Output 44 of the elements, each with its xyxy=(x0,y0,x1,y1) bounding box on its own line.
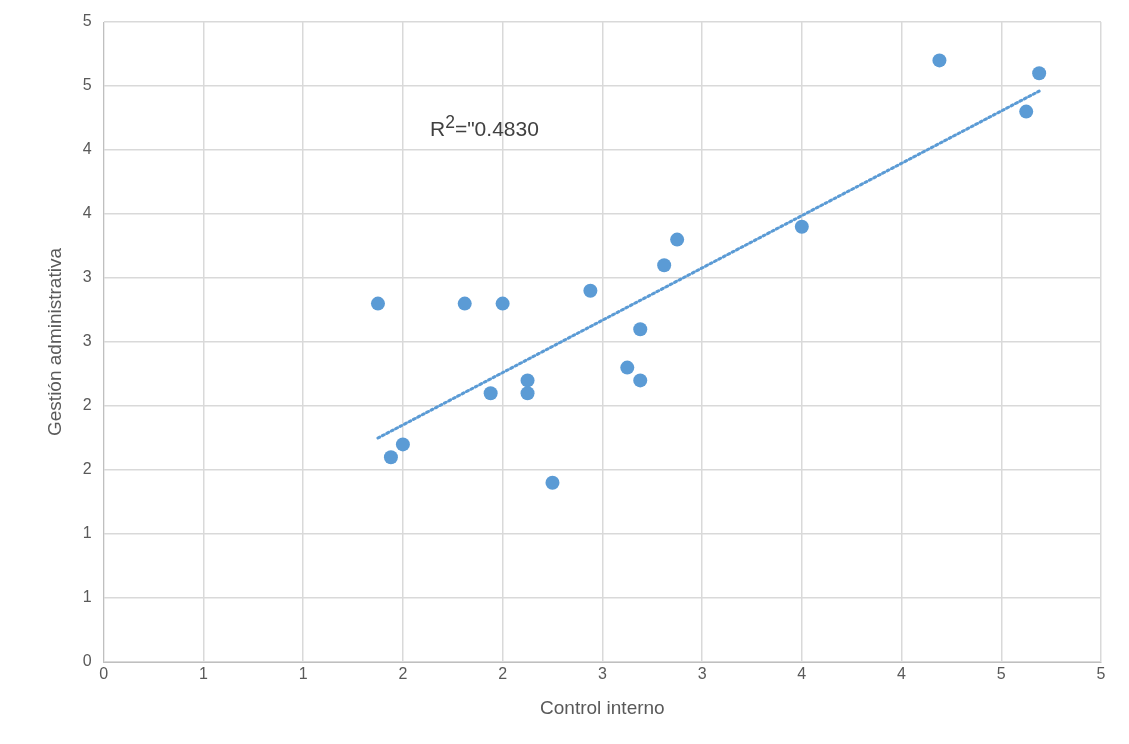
point xyxy=(545,475,560,490)
point xyxy=(620,360,635,375)
y-tick-label: 4 xyxy=(82,204,92,222)
y-tick-label: 2 xyxy=(82,460,92,478)
point xyxy=(583,283,598,298)
y-tick-label: 0 xyxy=(82,652,92,670)
y-tick-label: 3 xyxy=(82,268,92,286)
point xyxy=(1032,66,1047,81)
point xyxy=(633,373,648,388)
y-tick-label: 3 xyxy=(82,332,92,350)
point xyxy=(1019,104,1034,119)
x-tick-label: 5 xyxy=(996,665,1006,683)
y-axis-title: Gestión administrativa xyxy=(43,247,65,436)
x-tick-label: 4 xyxy=(897,665,907,683)
y-tick-label: 1 xyxy=(82,588,92,606)
x-tick-label: 1 xyxy=(298,665,308,683)
point xyxy=(483,386,498,401)
y-tick-label: 4 xyxy=(82,140,92,158)
y-tick-label: 5 xyxy=(82,12,92,30)
point xyxy=(520,373,535,388)
y-tick-label: 5 xyxy=(82,76,92,94)
point xyxy=(457,296,472,311)
point xyxy=(657,258,672,273)
point xyxy=(383,450,398,465)
x-axis-title: Control interno xyxy=(540,696,665,718)
point xyxy=(520,386,535,401)
x-tick-label: 5 xyxy=(1096,665,1106,683)
x-tick-label: 4 xyxy=(797,665,807,683)
x-tick-label: 2 xyxy=(498,665,508,683)
point xyxy=(932,53,947,68)
y-tick-label: 2 xyxy=(82,396,92,414)
x-tick-label: 2 xyxy=(398,665,408,683)
x-tick-label: 0 xyxy=(99,665,109,683)
point xyxy=(370,296,385,311)
point xyxy=(670,232,685,247)
point xyxy=(495,296,510,311)
y-tick-label: 1 xyxy=(82,524,92,542)
point xyxy=(633,322,648,337)
x-tick-label: 1 xyxy=(198,665,208,683)
point xyxy=(395,437,410,452)
annotation: R$^{2}$="0.4830 xyxy=(430,112,539,141)
x-tick-label: 3 xyxy=(697,665,707,683)
x-tick-label: 3 xyxy=(597,665,607,683)
point xyxy=(794,219,809,234)
